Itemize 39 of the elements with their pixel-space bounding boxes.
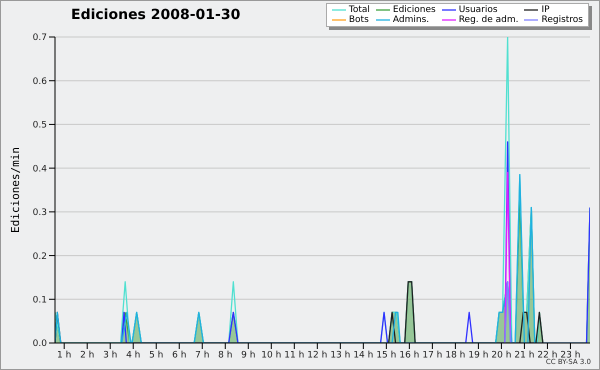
x-tick-label: 16 h bbox=[399, 350, 420, 360]
legend-label: Registros bbox=[541, 15, 583, 25]
y-tick-label: 0.5 bbox=[32, 120, 47, 131]
x-tick-label: 19 h bbox=[468, 350, 488, 360]
x-tick-label: 9 h bbox=[241, 350, 256, 360]
x-tick-label: 3 h bbox=[103, 350, 118, 360]
y-tick-label: 0.7 bbox=[32, 33, 47, 44]
y-tick-label: 0.4 bbox=[32, 164, 48, 174]
x-tick-label: 10 h bbox=[261, 350, 282, 360]
y-tick-label: 0.3 bbox=[32, 208, 47, 218]
legend-label: Bots bbox=[348, 15, 369, 25]
y-tick-label: 0.2 bbox=[32, 252, 47, 262]
x-tick-label: 18 h bbox=[445, 350, 466, 360]
x-tick-label: 5 h bbox=[149, 350, 164, 360]
x-tick-label: 17 h bbox=[422, 350, 442, 360]
x-tick-label: 7 h bbox=[195, 350, 210, 360]
x-tick-label: 1 h bbox=[57, 350, 72, 360]
legend-label: Ediciones bbox=[392, 5, 436, 15]
legend-label: Admins. bbox=[392, 15, 430, 25]
x-tick-label: 21 h bbox=[514, 350, 534, 360]
x-tick-label: 11 h bbox=[284, 350, 304, 360]
x-tick-label: 12 h bbox=[307, 350, 328, 360]
x-tick-label: 6 h bbox=[172, 350, 186, 360]
x-tick-label: 15 h bbox=[376, 350, 396, 360]
x-tick-label: 14 h bbox=[353, 350, 374, 360]
legend-label: Total bbox=[348, 5, 370, 15]
legend-label: Usuarios bbox=[458, 5, 498, 15]
y-axis-title: Ediciones/min bbox=[8, 146, 22, 234]
y-tick-label: 0.1 bbox=[32, 295, 47, 306]
chart-title: Ediciones 2008-01-30 bbox=[71, 7, 240, 23]
x-tick-label: 8 h bbox=[218, 350, 232, 360]
y-tick-label: 0.0 bbox=[32, 339, 48, 350]
x-tick-label: 13 h bbox=[330, 350, 350, 360]
x-tick-label: 4 h bbox=[126, 350, 140, 360]
y-tick-label: 0.6 bbox=[32, 76, 48, 87]
legend-label: IP bbox=[541, 5, 550, 15]
x-tick-label: 2 h bbox=[80, 350, 94, 360]
legend-label: Reg. de adm. bbox=[458, 15, 518, 25]
x-tick-label: 20 h bbox=[491, 350, 512, 360]
